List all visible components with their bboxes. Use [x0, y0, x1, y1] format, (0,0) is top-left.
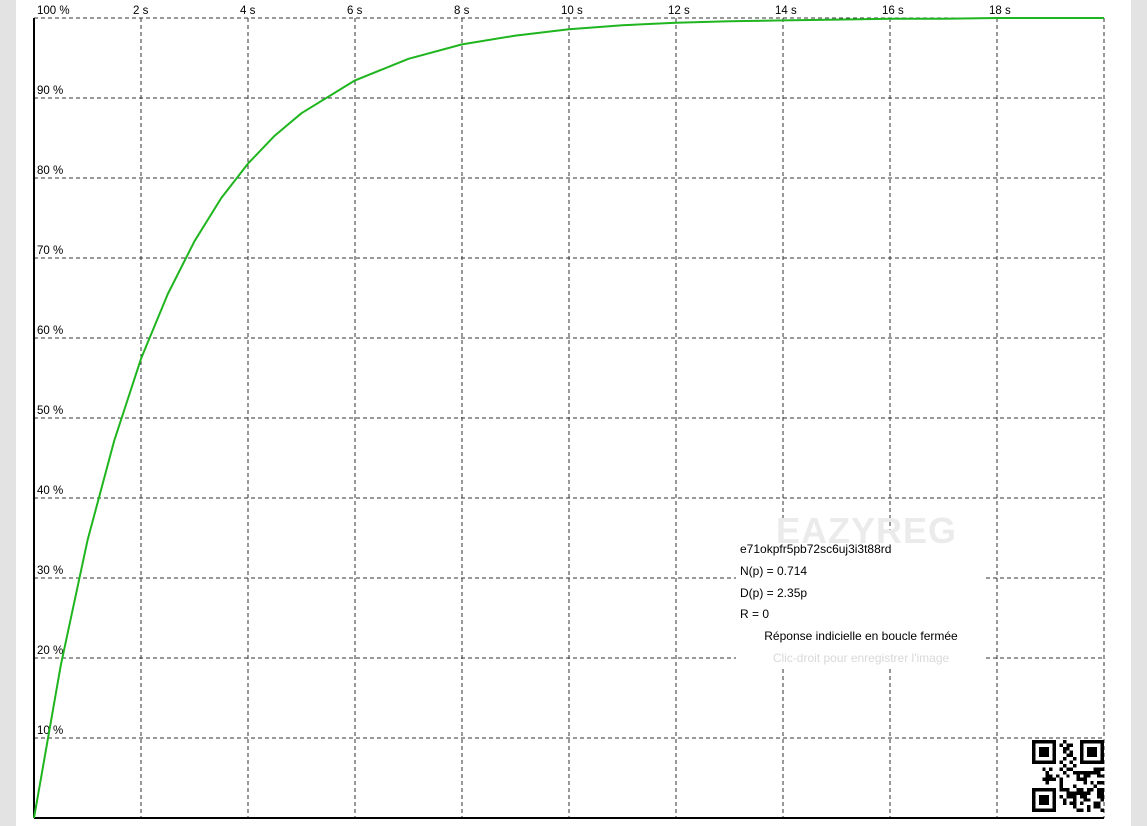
y-tick-label: 60 % — [37, 325, 63, 337]
x-tick-label: 12 s — [668, 5, 690, 17]
y-tick-label: 30 % — [37, 565, 63, 577]
qr-code-icon — [1032, 740, 1104, 812]
watermark-logo: EAZYREG — [776, 510, 958, 551]
x-tick-label: 14 s — [775, 5, 797, 17]
y-tick-label: 80 % — [37, 165, 63, 177]
series-layer — [33, 17, 1104, 819]
x-tick-label: 6 s — [347, 5, 363, 17]
y-tick-label: 100 % — [37, 5, 70, 17]
grid — [34, 17, 1105, 818]
r-label: R = 0 — [740, 607, 770, 621]
session-id: e71okpfr5pb72sc6uj3i3t88rd — [740, 542, 892, 556]
y-tick-label: 50 % — [37, 405, 63, 417]
y-tick-label: 70 % — [37, 245, 63, 257]
save-hint: Clic-droit pour enregistrer l'image — [772, 651, 950, 665]
y-tick-label: 90 % — [37, 85, 63, 97]
series-line — [33, 17, 1104, 819]
x-tick-label: 18 s — [989, 5, 1011, 17]
x-tick-label: 16 s — [882, 5, 904, 17]
numerator-label: N(p) = 0.714 — [740, 564, 808, 578]
x-tick-label: 10 s — [561, 5, 583, 17]
x-tick-label: 4 s — [240, 5, 256, 17]
y-tick-label: 20 % — [37, 645, 63, 657]
denominator-label: D(p) = 2.35p — [740, 586, 808, 600]
y-tick-label: 40 % — [37, 485, 63, 497]
x-tick-label: 2 s — [133, 5, 149, 17]
chart-caption: Réponse indicielle en boucle fermée — [764, 629, 958, 643]
axes — [33, 18, 1104, 819]
info-panel: EAZYREG e71okpfr5pb72sc6uj3i3t88rd N(p) … — [736, 510, 986, 666]
x-tick-label: 8 s — [454, 5, 470, 17]
